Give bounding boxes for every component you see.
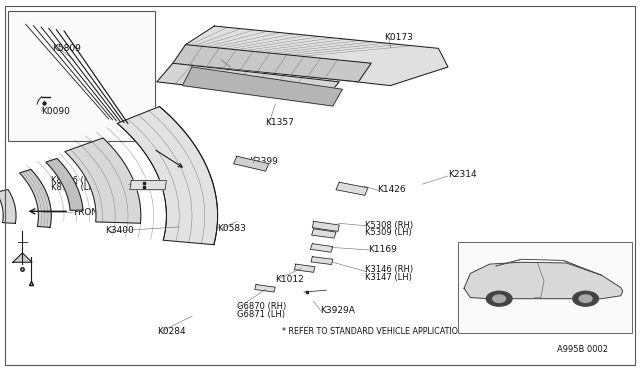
Text: K5308 (RH): K5308 (RH): [365, 221, 413, 230]
Polygon shape: [234, 156, 269, 171]
Text: K1426: K1426: [378, 185, 406, 194]
Text: K5809: K5809: [211, 53, 240, 62]
Polygon shape: [46, 158, 83, 211]
Polygon shape: [20, 169, 51, 227]
Circle shape: [486, 291, 512, 306]
Text: K1012: K1012: [275, 275, 304, 283]
Polygon shape: [13, 253, 32, 262]
Text: K5309 (LH): K5309 (LH): [365, 228, 412, 237]
Polygon shape: [186, 26, 448, 86]
Text: FRONT: FRONT: [74, 208, 104, 217]
Text: K3929A: K3929A: [320, 306, 355, 315]
Polygon shape: [255, 285, 275, 292]
Polygon shape: [336, 182, 368, 195]
Polygon shape: [0, 190, 16, 223]
Polygon shape: [294, 264, 315, 272]
Text: K0173: K0173: [384, 33, 413, 42]
Text: G6870 (RH): G6870 (RH): [237, 302, 286, 311]
Polygon shape: [117, 106, 218, 245]
Polygon shape: [311, 257, 333, 264]
Text: K2314: K2314: [448, 170, 477, 179]
Text: K0284: K0284: [157, 327, 186, 336]
Text: K1357: K1357: [266, 118, 294, 127]
Polygon shape: [65, 138, 141, 223]
Text: K0090: K0090: [42, 107, 70, 116]
Text: K3146 (RH): K3146 (RH): [365, 265, 413, 274]
Polygon shape: [312, 229, 336, 238]
Text: K8756 (RH): K8756 (RH): [51, 176, 99, 185]
Polygon shape: [464, 262, 623, 299]
Text: K1169: K1169: [368, 245, 397, 254]
Text: K0583: K0583: [218, 224, 246, 233]
Bar: [8, 11, 155, 141]
Bar: [458, 242, 632, 333]
Text: G6871 (LH): G6871 (LH): [237, 310, 285, 319]
Text: K3400: K3400: [106, 226, 134, 235]
Text: A995B 0002: A995B 0002: [557, 345, 608, 354]
Polygon shape: [310, 244, 333, 252]
Polygon shape: [173, 45, 371, 82]
Text: K3147 (LH): K3147 (LH): [365, 273, 412, 282]
Text: K8757 (LH): K8757 (LH): [51, 183, 98, 192]
Polygon shape: [312, 221, 339, 231]
Text: * REFER TO STANDARD VEHICLE APPLICATION: * REFER TO STANDARD VEHICLE APPLICATION: [282, 327, 463, 336]
Circle shape: [579, 295, 592, 302]
Text: K5809: K5809: [52, 44, 81, 53]
Circle shape: [573, 291, 598, 306]
Polygon shape: [182, 67, 342, 106]
Polygon shape: [130, 180, 166, 190]
Circle shape: [493, 295, 506, 302]
Text: K3399: K3399: [250, 157, 278, 166]
Polygon shape: [157, 63, 339, 100]
